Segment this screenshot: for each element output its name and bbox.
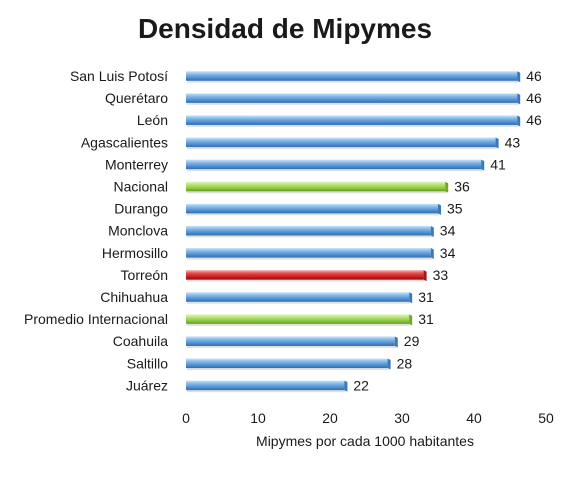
value-label: 22 xyxy=(353,377,369,393)
bar-end-cap xyxy=(430,225,434,237)
bar-end-cap xyxy=(438,203,441,215)
bar-body xyxy=(186,93,518,103)
x-tick-label: 10 xyxy=(250,410,266,426)
bar-body xyxy=(186,115,518,125)
bar-body xyxy=(186,270,424,280)
bars-layer xyxy=(186,71,521,393)
bar-end-cap xyxy=(409,292,413,304)
bar xyxy=(186,270,427,282)
x-axis-title: Mipymes por cada 1000 habitantes xyxy=(256,433,474,449)
category-label: Promedio Internacional xyxy=(24,311,168,327)
bar xyxy=(186,336,398,348)
bar-body xyxy=(186,248,431,258)
value-label: 35 xyxy=(447,201,463,217)
bar-end-cap xyxy=(445,181,449,193)
value-label: 34 xyxy=(440,245,456,261)
bar xyxy=(186,159,485,172)
value-label: 36 xyxy=(454,179,470,195)
bar xyxy=(186,137,499,150)
bar-body xyxy=(186,225,431,236)
x-tick-label: 0 xyxy=(182,410,190,426)
bar-end-cap xyxy=(481,159,485,171)
bar xyxy=(186,71,521,83)
bar-end-cap xyxy=(495,137,499,149)
category-label: Monclova xyxy=(108,223,168,239)
bar-body xyxy=(186,292,410,302)
category-label: San Luis Potosí xyxy=(70,68,168,84)
bar xyxy=(186,93,521,105)
x-tick-label: 50 xyxy=(538,410,554,426)
category-label: Saltillo xyxy=(127,355,168,371)
bar xyxy=(186,380,348,393)
bar xyxy=(186,181,449,194)
category-label: Nacional xyxy=(114,179,168,195)
bar-body xyxy=(186,181,446,192)
bar-end-cap xyxy=(409,314,413,326)
value-label: 31 xyxy=(418,311,434,327)
category-label: Hermosillo xyxy=(102,245,168,261)
bar-end-cap xyxy=(344,380,348,392)
bar-end-cap xyxy=(430,248,434,260)
bar-end-cap xyxy=(517,93,521,105)
category-label: Querétaro xyxy=(105,90,168,106)
bar-end-cap xyxy=(387,358,391,370)
value-label: 29 xyxy=(404,333,420,349)
value-label: 46 xyxy=(526,90,542,106)
bar xyxy=(186,292,413,304)
chart-title: Densidad de Mipymes xyxy=(138,13,432,44)
category-label: León xyxy=(137,112,168,128)
bar xyxy=(186,115,521,127)
x-tick-label: 40 xyxy=(466,410,482,426)
bar xyxy=(186,225,434,238)
x-tick-label: 20 xyxy=(322,410,338,426)
bar xyxy=(186,203,441,216)
category-label: Agascalientes xyxy=(81,134,168,150)
value-label: 34 xyxy=(440,223,456,239)
bar-end-cap xyxy=(423,270,427,282)
x-tick-label: 30 xyxy=(394,410,410,426)
x-axis-ticks: 0 10 20 30 40 50 xyxy=(182,410,554,426)
bar xyxy=(186,248,434,260)
bar-body xyxy=(186,380,345,391)
value-label: 41 xyxy=(490,156,506,172)
value-label: 46 xyxy=(526,68,542,84)
labels-layer: San Luis Potosí 46 Querétaro 46 León 46 Agasca… xyxy=(24,68,542,393)
bar-end-cap xyxy=(394,336,398,348)
bar xyxy=(186,314,413,326)
value-label: 28 xyxy=(397,355,413,371)
bar-end-cap xyxy=(517,71,521,83)
category-label: Juárez xyxy=(126,377,168,393)
value-label: 31 xyxy=(418,289,434,305)
bar-body xyxy=(186,159,482,170)
bar-body xyxy=(186,314,410,324)
bar xyxy=(186,358,391,371)
value-label: 43 xyxy=(505,134,521,150)
category-label: Monterrey xyxy=(105,156,168,172)
category-label: Chihuahua xyxy=(100,289,168,305)
value-label: 33 xyxy=(433,267,449,283)
bar-body xyxy=(186,203,438,214)
value-label: 46 xyxy=(526,112,542,128)
bar-body xyxy=(186,336,395,346)
bar-body xyxy=(186,137,496,148)
bar-body xyxy=(186,71,518,81)
bar-body xyxy=(186,358,388,369)
bar-end-cap xyxy=(517,115,521,127)
category-label: Torreón xyxy=(121,267,168,283)
category-label: Coahuila xyxy=(113,333,168,349)
category-label: Durango xyxy=(114,201,168,217)
